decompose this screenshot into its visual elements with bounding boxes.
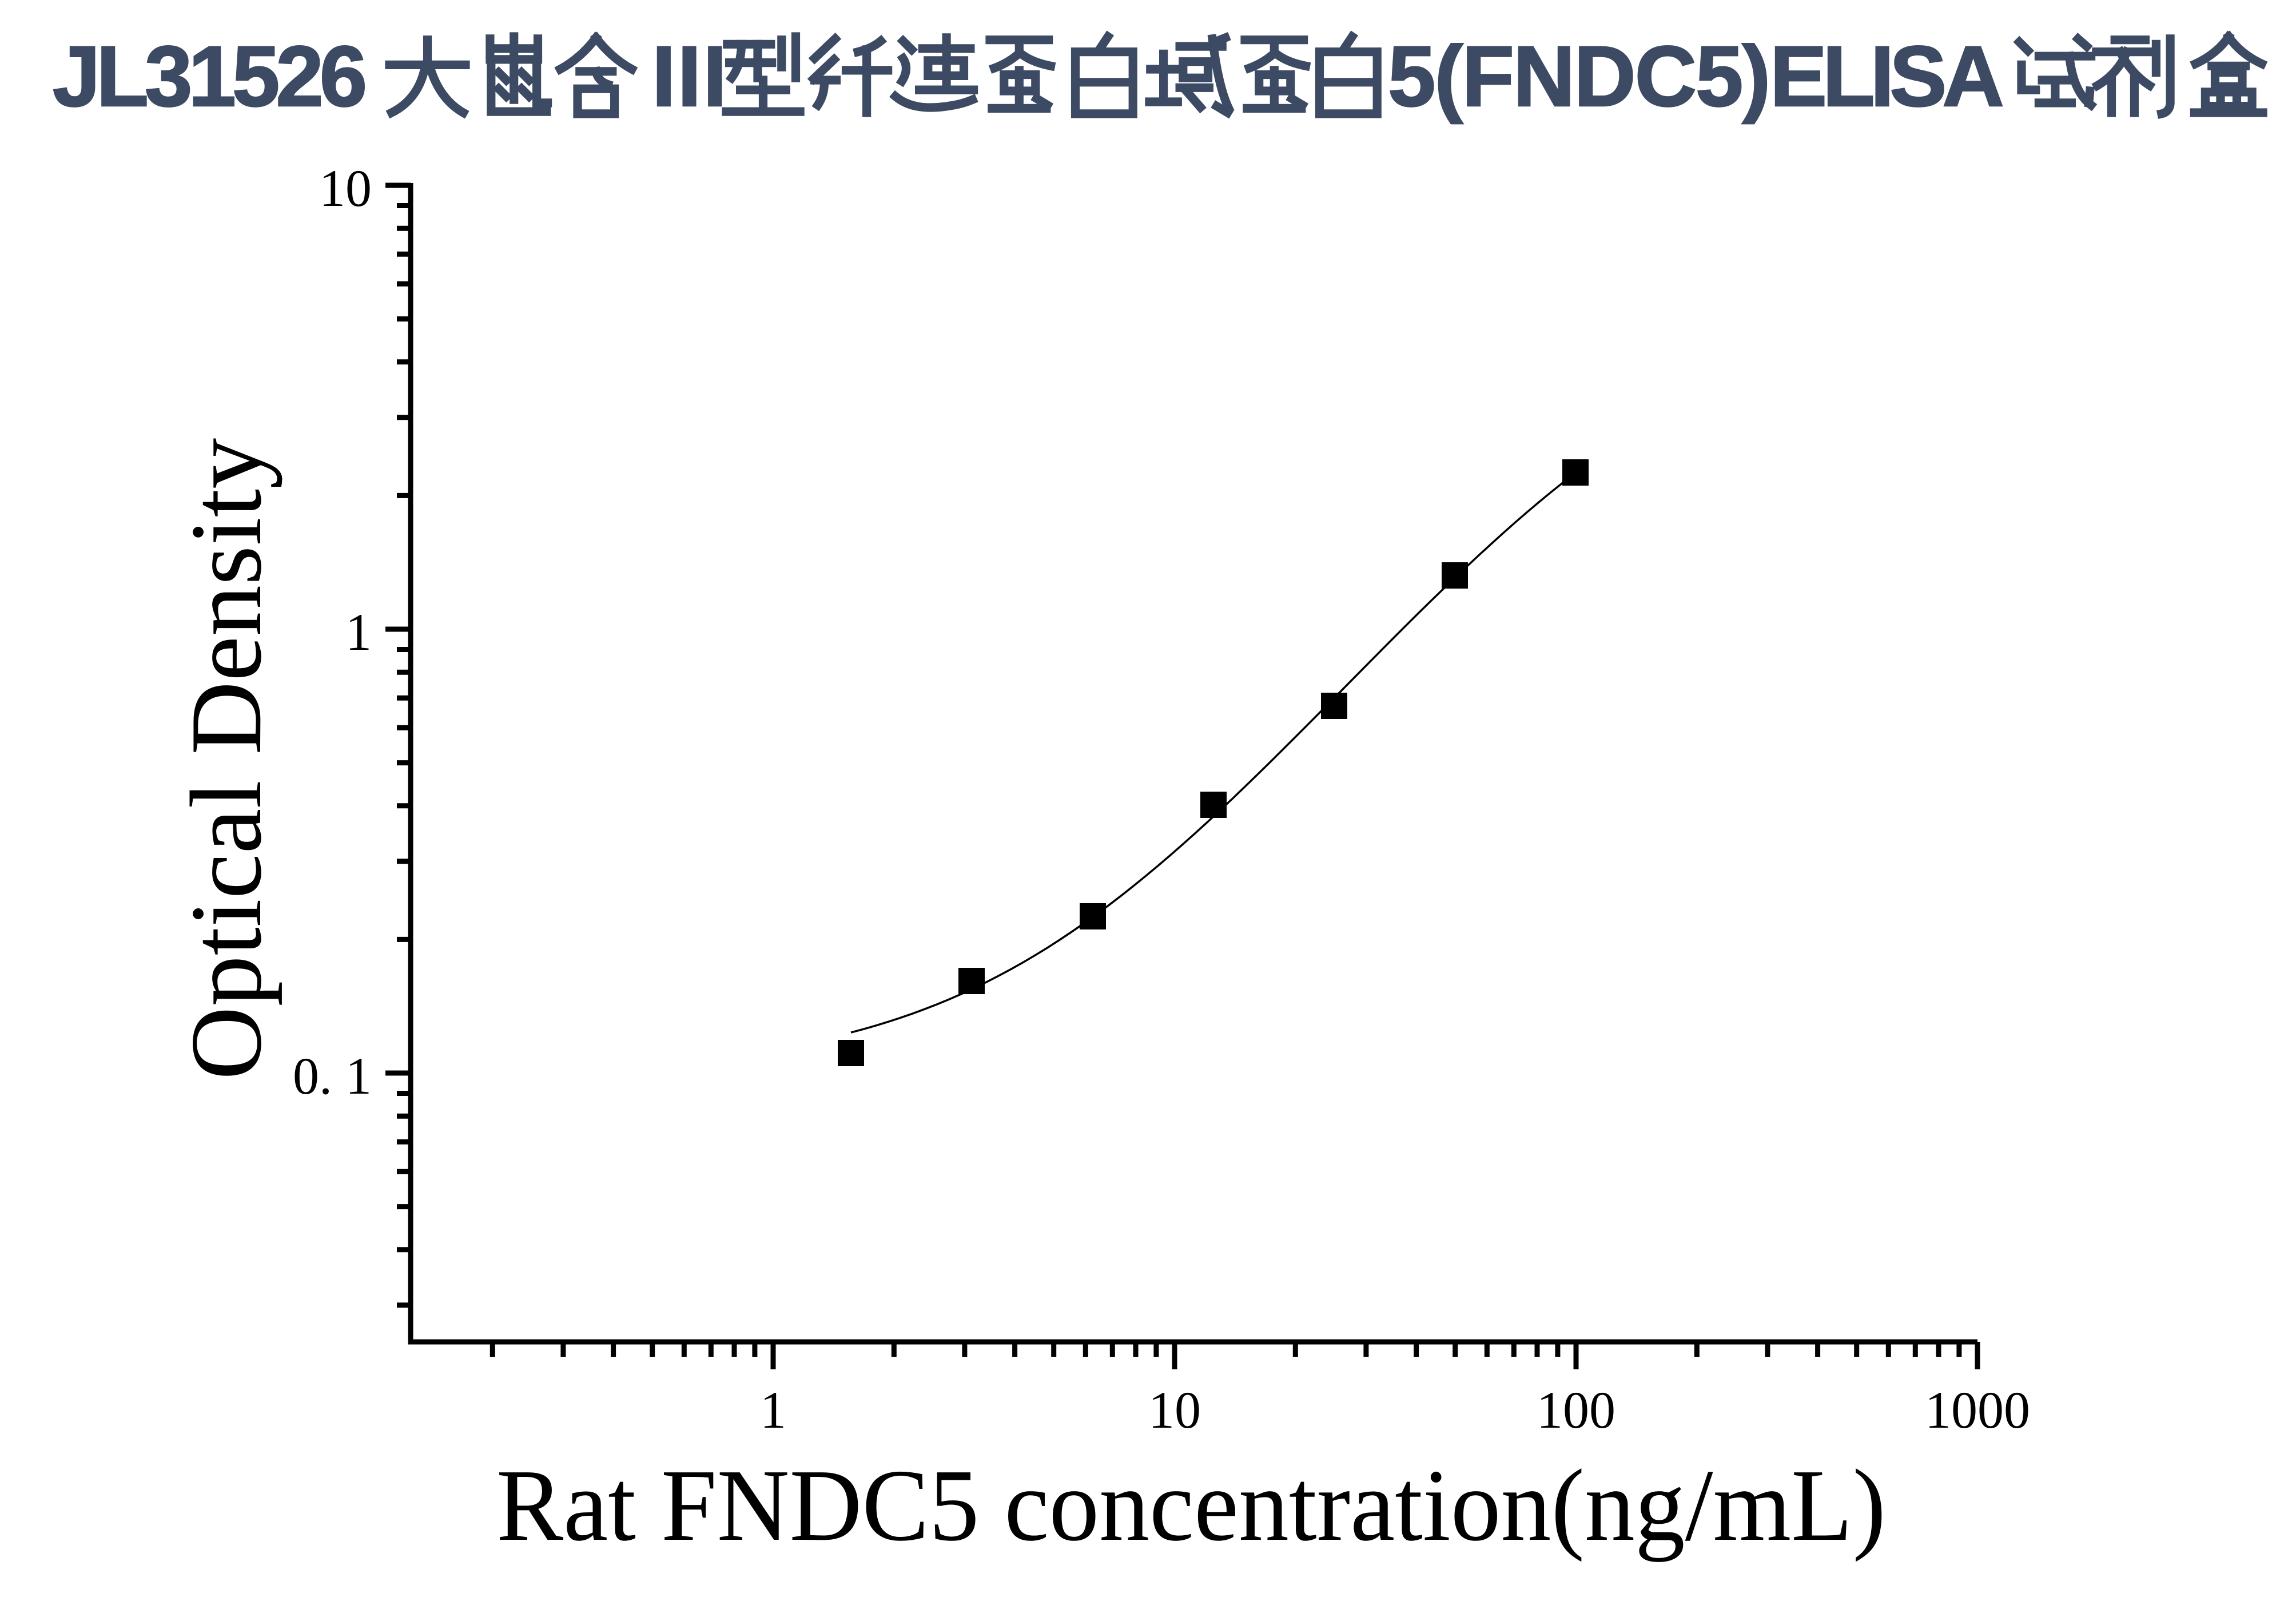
svg-text:Rat FNDC5 concentration(ng/mL): Rat FNDC5 concentration(ng/mL) — [496, 1448, 1886, 1562]
svg-text:III: III — [652, 28, 729, 124]
svg-text:5(FNDC5): 5(FNDC5) — [1388, 28, 1769, 124]
svg-text:100: 100 — [1537, 1381, 1615, 1439]
svg-text:1000: 1000 — [1925, 1381, 2030, 1439]
svg-text:JL31526: JL31526 — [53, 28, 364, 124]
svg-text:10: 10 — [1148, 1381, 1201, 1439]
svg-text:10: 10 — [319, 159, 372, 217]
svg-text:ELISA: ELISA — [1770, 28, 2002, 124]
svg-text:0. 1: 0. 1 — [293, 1047, 372, 1105]
svg-text:1: 1 — [760, 1381, 786, 1439]
svg-text:Optical Density: Optical Density — [169, 438, 282, 1080]
svg-text:1: 1 — [345, 603, 372, 661]
